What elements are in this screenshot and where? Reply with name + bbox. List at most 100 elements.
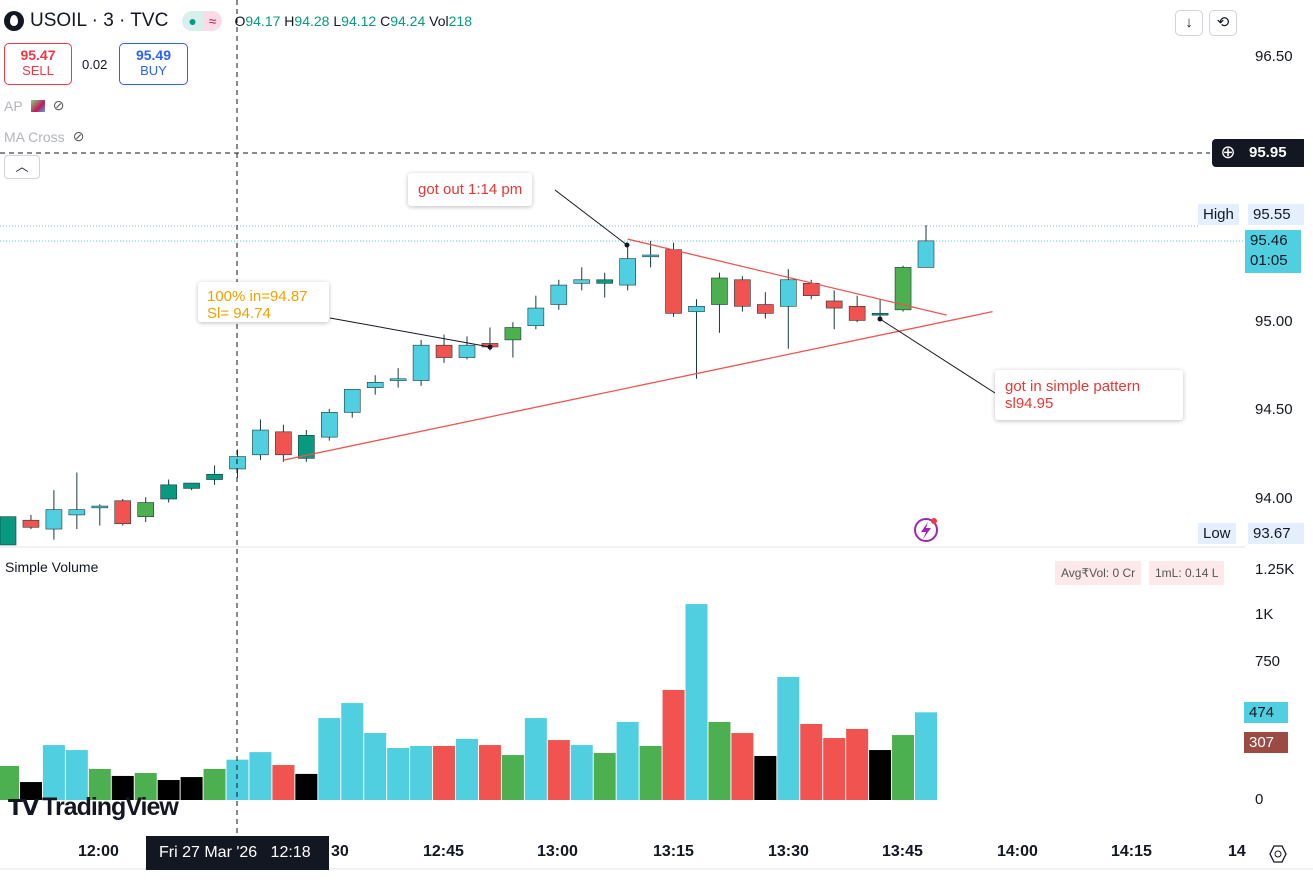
collapse-legend-button[interactable]: ︿ <box>4 155 40 179</box>
trendline <box>627 238 947 316</box>
price-tick: 95.00 <box>1255 313 1293 330</box>
candle-body <box>619 258 636 286</box>
volume-tick: 750 <box>1255 653 1281 670</box>
indicator-label: MA Cross <box>4 128 65 145</box>
indicator-color-icon <box>30 99 45 112</box>
candle-body <box>642 254 659 258</box>
download-button[interactable]: ↓ <box>1175 10 1203 36</box>
market-open-icon: ● <box>182 11 203 31</box>
candle-body <box>389 378 407 381</box>
candle-body <box>802 283 820 296</box>
candle-body <box>206 473 223 480</box>
crosshair-time-label: Fri 27 Mar '26 12:18 <box>146 836 329 870</box>
candle-body <box>573 279 591 284</box>
last-price: 95.46 <box>1250 232 1288 249</box>
candle-body <box>848 305 866 321</box>
candle-body <box>688 305 705 312</box>
indicator-ma-cross[interactable]: MA Cross ⊘ <box>4 128 84 145</box>
volume-bar <box>387 748 410 800</box>
indicator-ap[interactable]: AP ⊘ <box>4 97 64 114</box>
volume-bar <box>318 718 341 800</box>
time-tick: 14:00 <box>997 843 1038 860</box>
add-alert-button[interactable]: ⊕ <box>1212 139 1244 167</box>
low-price: 93.67 <box>1248 523 1304 544</box>
annotation-got-out[interactable]: got out 1:14 pm <box>408 173 533 206</box>
candle-body <box>596 279 614 284</box>
volume-bar <box>501 755 524 800</box>
volume-ma-label: 307 <box>1244 732 1288 753</box>
volume-bar <box>800 723 823 800</box>
sell-button[interactable]: 95.47 SELL <box>4 43 72 85</box>
high-price: 95.55 <box>1248 204 1304 225</box>
buy-button[interactable]: 95.49 BUY <box>119 43 188 85</box>
eye-hidden-icon[interactable]: ⊘ <box>72 128 85 144</box>
volume-bar <box>456 738 478 800</box>
candle-body <box>298 435 315 459</box>
time-tick: 13:30 <box>768 843 809 860</box>
candle-body <box>275 431 292 456</box>
candle-body <box>734 279 751 307</box>
annotation-text: got out 1:14 pm <box>418 181 523 198</box>
volume-bar <box>88 768 111 800</box>
volume-bar <box>869 750 892 800</box>
tradingview-logo[interactable]: 𝗧𝗩 TradingView <box>8 793 179 821</box>
volume-bar <box>685 604 708 800</box>
time-tick: 30 <box>331 843 349 860</box>
market-status[interactable]: ● ≈ <box>182 11 223 31</box>
volume-bar <box>731 733 754 800</box>
volume-bar <box>915 712 937 800</box>
candle-body <box>665 249 682 314</box>
candle-body <box>779 279 797 307</box>
volume-tick: 0 <box>1255 791 1264 808</box>
symbol-header: USOIL · 3 · TVC ● ≈ O94.17 H94.28 L94.12 … <box>4 10 472 32</box>
candle-body <box>0 516 17 546</box>
settings-icon[interactable] <box>1269 845 1287 863</box>
price-tick: 94.00 <box>1255 490 1293 507</box>
last-volume-label: 474 <box>1244 702 1288 723</box>
eye-hidden-icon[interactable]: ⊘ <box>52 97 65 113</box>
candle-body <box>757 304 774 314</box>
candle-body <box>871 313 889 316</box>
annotation-text: Sl= 94.74 <box>207 305 271 322</box>
lightning-icon[interactable] <box>914 518 938 542</box>
time-tick: 14:15 <box>1111 843 1152 860</box>
high-label: High <box>1198 204 1239 225</box>
symbol-title[interactable]: USOIL · 3 · TVC <box>30 10 169 31</box>
volume-bar <box>639 745 662 800</box>
volume-bar <box>593 753 616 800</box>
candle-body <box>825 300 843 309</box>
annotation-entry[interactable]: 100% in=94.87 Sl= 94.74 <box>198 282 329 322</box>
logo-text: TradingView <box>42 793 179 821</box>
volume-bar <box>754 755 777 800</box>
low-label: Low <box>1198 523 1236 544</box>
volume-bar <box>524 718 547 800</box>
volume-bar <box>478 745 501 800</box>
time-tick: 13:15 <box>653 843 694 860</box>
volume-bar <box>410 745 433 800</box>
callout-pointer-got-in <box>879 318 996 394</box>
volume-bar <box>65 750 88 800</box>
candle-body <box>550 284 568 305</box>
volume-bar <box>846 728 869 800</box>
fullscreen-button[interactable]: ⟲ <box>1209 10 1237 36</box>
delay-icon: ≈ <box>202 11 223 31</box>
candle-body <box>894 267 912 311</box>
callout-pointer-entry <box>329 317 491 348</box>
candle-body <box>137 502 154 517</box>
volume-bar <box>364 733 387 800</box>
volume-bar <box>616 721 639 800</box>
candle-body <box>68 509 86 516</box>
volume-bar <box>111 775 134 800</box>
callout-anchor <box>624 242 630 248</box>
candle-body <box>343 389 361 413</box>
price-tick: 96.50 <box>1255 48 1293 65</box>
candle-body <box>183 482 200 489</box>
volume-bar <box>341 703 364 800</box>
sell-price: 95.47 <box>20 47 56 63</box>
volume-bar <box>19 782 42 800</box>
volume-pane-title[interactable]: Simple Volume <box>5 559 99 575</box>
time-tick: 13:00 <box>537 843 578 860</box>
annotation-got-in[interactable]: got in simple pattern sl94.95 <box>995 370 1183 420</box>
volume-bar <box>777 676 800 800</box>
